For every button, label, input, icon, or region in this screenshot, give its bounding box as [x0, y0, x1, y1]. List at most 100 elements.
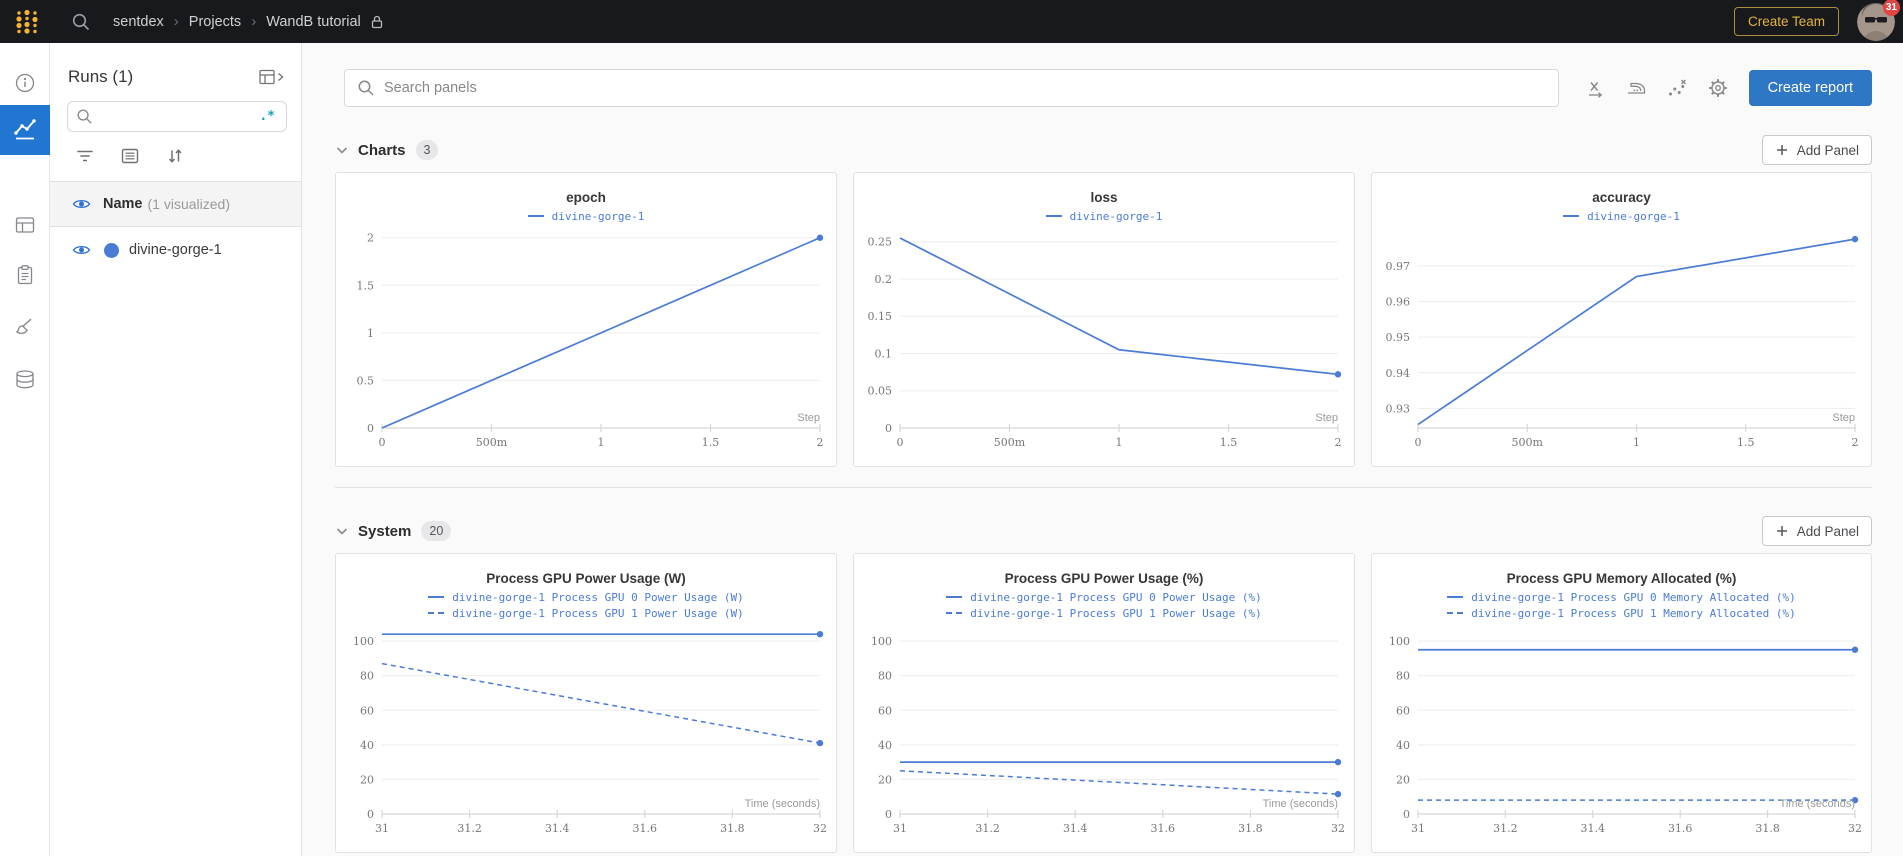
add-panel-button[interactable]: Add Panel [1761, 516, 1872, 546]
toggle-all-visibility-eye-icon[interactable] [72, 196, 91, 212]
global-search-button[interactable] [71, 12, 91, 32]
chart-legend: divine-gorge-1 [1372, 208, 1871, 224]
chart-legend: divine-gorge-1 Process GPU 0 Memory Allo… [1372, 589, 1871, 621]
chart-panel-accuracy[interactable]: accuracy divine-gorge-1 0.93 0.94 0.95 0.96… [1371, 172, 1872, 467]
system-section-toggle[interactable]: System [335, 523, 411, 540]
runs-search-input[interactable] [99, 109, 257, 124]
chart-plot-area: 0.93 0.94 0.95 0.96 0.97 0 500m 1 1.5 2 Step [1372, 224, 1871, 458]
svg-text:0: 0 [367, 422, 374, 435]
lock-icon [371, 15, 382, 28]
breadcrumb-project-name[interactable]: WandB tutorial [241, 13, 361, 30]
wandb-logo[interactable] [13, 8, 41, 36]
plus-icon [1776, 145, 1787, 155]
legend-dashed-line-swatch [428, 612, 445, 614]
visualized-count-label: (1 visualized) [147, 196, 230, 212]
svg-text:31.8: 31.8 [1755, 822, 1780, 835]
expand-runs-table-button[interactable] [257, 67, 287, 87]
run-name[interactable]: divine-gorge-1 [129, 242, 222, 258]
charts-section-toggle[interactable]: Charts [335, 142, 406, 159]
legend-label: divine-gorge-1 Process GPU 1 Power Usage… [452, 606, 744, 620]
legend-dashed-line-swatch [946, 612, 963, 614]
workspace-settings-button[interactable] [1707, 77, 1729, 99]
rail-item-charts[interactable] [0, 105, 50, 155]
svg-text:1.5: 1.5 [702, 436, 720, 449]
chart-panel-gpu-power-w[interactable]: Process GPU Power Usage (W) divine-gorge… [335, 553, 837, 853]
notification-badge[interactable]: 31 [1882, 0, 1900, 16]
charts-count-badge: 3 [415, 140, 439, 160]
legend-entry[interactable]: divine-gorge-1 [1045, 208, 1162, 224]
legend-entry[interactable]: divine-gorge-1 Process GPU 0 Power Usage… [428, 589, 744, 605]
rail-item-artifacts[interactable] [0, 355, 50, 405]
panel-search-input[interactable] [384, 80, 1546, 96]
svg-text:20: 20 [360, 773, 374, 786]
chart-panel-gpu-memory-pct[interactable]: Process GPU Memory Allocated (%) divine-… [1371, 553, 1872, 853]
search-icon [77, 109, 92, 124]
wandb-logo-icon [16, 9, 38, 34]
create-team-button[interactable]: Create Team [1733, 7, 1839, 36]
legend-entry[interactable]: divine-gorge-1 Process GPU 0 Memory Allo… [1447, 589, 1796, 605]
x-axis-settings-button[interactable] [1584, 77, 1606, 99]
svg-text:80: 80 [878, 670, 892, 683]
legend-entry[interactable]: divine-gorge-1 [1563, 208, 1680, 224]
chart-legend: divine-gorge-1 Process GPU 0 Power Usage… [854, 589, 1354, 621]
svg-text:0.2: 0.2 [875, 273, 893, 286]
smoothing-button[interactable] [1625, 77, 1647, 99]
legend-entry[interactable]: divine-gorge-1 Process GPU 0 Power Usage… [946, 589, 1262, 605]
breadcrumb-entity[interactable]: sentdex [113, 13, 164, 30]
legend-entry[interactable]: divine-gorge-1 [527, 208, 645, 224]
svg-text:1: 1 [598, 436, 605, 449]
svg-text:1: 1 [1633, 436, 1640, 449]
chart-plot: 0.93 0.94 0.95 0.96 0.97 0 500m 1 1.5 2 Step [1386, 235, 1859, 449]
svg-text:1: 1 [1116, 436, 1123, 449]
svg-text:31: 31 [893, 822, 907, 835]
search-icon [72, 13, 90, 30]
sort-runs-button[interactable] [165, 146, 185, 166]
system-panel-row: Process GPU Power Usage (W) divine-gorge… [335, 553, 1872, 853]
filter-runs-button[interactable] [75, 146, 95, 166]
svg-text:Step: Step [1315, 412, 1338, 424]
svg-text:31.4: 31.4 [545, 822, 570, 835]
section-title: Charts [358, 141, 406, 159]
legend-entry[interactable]: divine-gorge-1 Process GPU 1 Power Usage… [428, 605, 744, 621]
svg-text:1.5: 1.5 [357, 279, 375, 292]
chart-title: Process GPU Memory Allocated (%) [1506, 571, 1737, 586]
runs-sidebar: Runs (1) .* [50, 43, 302, 856]
left-icon-rail [0, 43, 50, 856]
legend-solid-line-swatch [1045, 215, 1062, 217]
chart-panel-epoch[interactable]: epoch divine-gorge-1 0 0.5 1 1.5 2 0 500m 1 1.5 2… [335, 172, 837, 467]
outliers-button[interactable] [1666, 77, 1688, 99]
create-report-button[interactable]: Create report [1748, 70, 1872, 106]
svg-text:31.4: 31.4 [1581, 822, 1606, 835]
x-axis-icon [1588, 82, 1602, 98]
chart-title: Process GPU Power Usage (%) [1004, 571, 1204, 586]
rail-item-overview[interactable] [0, 58, 50, 108]
run-visibility-eye-icon[interactable] [72, 242, 91, 258]
chart-title: accuracy [1592, 190, 1651, 205]
chart-panel-loss[interactable]: loss divine-gorge-1 0 0.05 0.1 0.15 0.2 0.25 0… [853, 172, 1355, 467]
svg-text:0: 0 [897, 436, 904, 449]
breadcrumb-projects[interactable]: Projects [164, 13, 241, 30]
chart-panel-gpu-power-pct[interactable]: Process GPU Power Usage (%) divine-gorge… [853, 553, 1355, 853]
svg-text:Step: Step [1832, 412, 1855, 424]
group-runs-button[interactable] [120, 146, 140, 166]
rail-item-sweeps[interactable] [0, 303, 50, 353]
svg-text:80: 80 [1396, 670, 1410, 683]
list-icon [121, 148, 139, 164]
legend-entry[interactable]: divine-gorge-1 Process GPU 1 Memory Allo… [1447, 605, 1796, 621]
chevron-down-icon [336, 147, 348, 154]
chart-legend: divine-gorge-1 [336, 208, 836, 224]
run-row-divine-gorge-1[interactable]: divine-gorge-1 [50, 227, 301, 273]
rail-item-table[interactable] [0, 200, 50, 250]
add-panel-button[interactable]: Add Panel [1761, 135, 1872, 165]
rail-item-logs[interactable] [0, 250, 50, 300]
legend-label: divine-gorge-1 [551, 209, 645, 223]
user-menu[interactable]: 31 [1857, 0, 1900, 41]
chart-plot-area: 0 20 40 60 80 100 31 31.2 31.4 31.6 31.8 32 Time (se… [336, 621, 836, 844]
system-count-badge: 20 [421, 521, 452, 541]
svg-text:1.5: 1.5 [1737, 436, 1755, 449]
regex-toggle[interactable]: .* [259, 109, 275, 124]
legend-solid-line-swatch [1563, 215, 1580, 217]
legend-entry[interactable]: divine-gorge-1 Process GPU 1 Power Usage… [946, 605, 1262, 621]
svg-text:0.97: 0.97 [1386, 260, 1411, 273]
chart-plot-area: 0 20 40 60 80 100 31 31.2 31.4 31.6 31.8 32 Time (se… [1372, 621, 1871, 844]
